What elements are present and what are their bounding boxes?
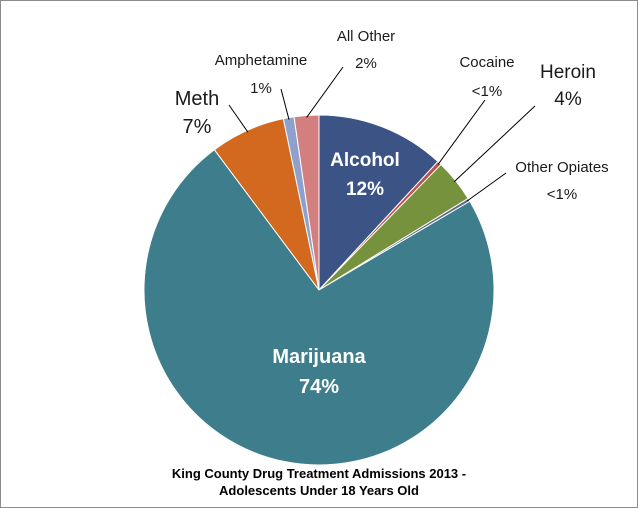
slice-name-heroin: Heroin	[540, 62, 596, 83]
chart-title-line-1: King County Drug Treatment Admissions 20…	[171, 466, 467, 481]
slice-percent-other-opiates: <1%	[547, 186, 577, 203]
slice-percent-amphetamine: 1%	[250, 80, 272, 97]
leader-line-meth	[228, 104, 249, 133]
slice-name-alcohol: Alcohol	[330, 150, 400, 171]
slice-percent-cocaine: <1%	[472, 83, 502, 100]
pie-slice-alcohol	[318, 114, 439, 292]
pie-slice-marijuana	[143, 149, 495, 466]
leader-line-other-opiates	[466, 172, 507, 202]
slice-name-amphetamine: Amphetamine	[215, 52, 308, 69]
slice-percent-all-other: 2%	[355, 55, 377, 72]
chart-title-line-2: Adolescents Under 18 Years Old	[219, 483, 419, 498]
slice-name-meth: Meth	[175, 88, 219, 110]
slice-percent-marijuana: 74%	[299, 376, 339, 398]
leader-line-all-other	[306, 66, 344, 118]
slice-name-all-other: All Other	[337, 28, 395, 45]
pie-slice-all-other	[293, 114, 320, 291]
slice-percent-heroin: 4%	[554, 89, 582, 110]
slice-percent-meth: 7%	[183, 116, 212, 138]
slice-name-cocaine: Cocaine	[459, 54, 514, 71]
leader-line-amphetamine	[280, 88, 290, 120]
leader-line-cocaine	[437, 99, 486, 165]
slice-name-other-opiates: Other Opiates	[515, 159, 608, 176]
leader-line-heroin	[453, 105, 536, 183]
slice-percent-alcohol: 12%	[346, 179, 384, 200]
slice-name-marijuana: Marijuana	[272, 346, 366, 368]
chart-title: King County Drug Treatment Admissions 20…	[1, 465, 637, 499]
